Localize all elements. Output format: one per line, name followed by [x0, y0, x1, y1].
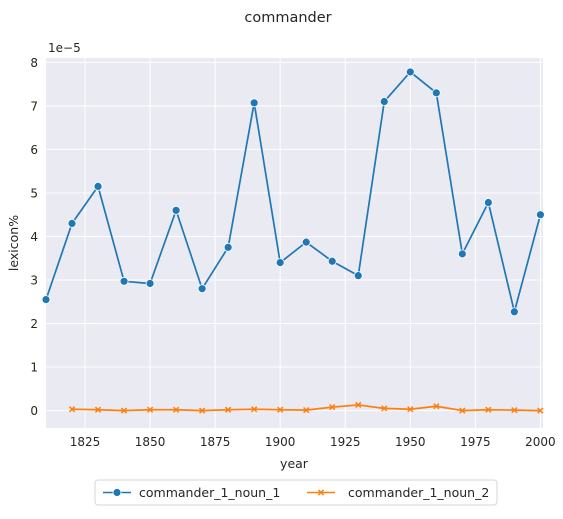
data-point [355, 401, 362, 409]
series-2 [68, 401, 544, 414]
data-point [172, 406, 180, 413]
y-tick-label: 8 [30, 56, 38, 70]
x-marker-stroke [303, 407, 310, 414]
y-axis-ticks: 0 1 2 3 4 5 6 7 8 [30, 56, 38, 418]
legend: commander_1_noun_1 commander_1_noun_2 [94, 479, 498, 506]
x-marker-stroke [68, 406, 76, 413]
x-marker-stroke [172, 406, 180, 413]
legend-item-series-2: commander_1_noun_2 [307, 485, 489, 500]
data-point [277, 406, 284, 413]
x-tick-label: 1900 [265, 435, 296, 449]
legend-box [94, 479, 498, 506]
data-point [198, 407, 206, 414]
legend-marker-series-2 [317, 489, 325, 496]
data-point [535, 210, 545, 220]
x-tick-label: 1825 [70, 435, 101, 449]
x-marker-stroke [146, 406, 154, 413]
x-marker-stroke [407, 406, 414, 413]
legend-label-series-1: commander_1_noun_1 [139, 485, 280, 500]
series-1 [41, 67, 545, 317]
data-point [251, 406, 258, 413]
data-point [41, 295, 51, 304]
y-axis-title: lexicon% [6, 215, 21, 271]
data-point [379, 97, 389, 106]
y-tick-label: 0 [30, 404, 38, 418]
x-marker-stroke [329, 403, 336, 411]
data-point [68, 406, 76, 413]
data-point [249, 98, 259, 108]
data-point [459, 407, 466, 414]
data-point [457, 249, 467, 259]
y-tick-label: 7 [30, 99, 38, 113]
x-marker-stroke [355, 401, 362, 409]
data-point [509, 307, 519, 317]
y-tick-label: 5 [30, 186, 38, 200]
data-point [225, 406, 232, 413]
x-marker-stroke [537, 407, 544, 414]
x-tick-label: 1875 [200, 435, 231, 449]
x-marker-stroke [485, 406, 492, 413]
legend-item-series-1: commander_1_noun_1 [103, 485, 280, 500]
data-point [433, 403, 440, 410]
y-tick-label: 2 [30, 317, 38, 331]
x-marker-stroke [120, 407, 128, 414]
data-point [327, 256, 337, 266]
data-point [303, 407, 310, 414]
data-point [67, 219, 77, 228]
data-point [171, 205, 181, 215]
y-tick-label: 4 [30, 230, 38, 244]
legend-marker-series-1 [112, 488, 122, 497]
x-tick-label: 2000 [525, 435, 556, 449]
legend-x-marker [317, 489, 325, 496]
data-point [301, 237, 311, 247]
chart-title: commander [244, 10, 331, 26]
data-point [145, 279, 155, 288]
x-axis-title: year [280, 456, 309, 471]
data-point [353, 271, 363, 281]
x-marker-stroke [94, 406, 102, 413]
data-point [275, 258, 285, 267]
x-marker-stroke [225, 406, 232, 413]
x-marker-stroke [277, 406, 284, 413]
x-tick-label: 1925 [330, 435, 361, 449]
x-marker-stroke [459, 407, 466, 414]
series-layer [41, 67, 545, 414]
x-tick-label: 1950 [395, 435, 426, 449]
data-point [537, 407, 544, 414]
y-scale-label: 1e−5 [48, 41, 81, 55]
x-tick-label: 1975 [460, 435, 491, 449]
x-axis-ticks: 1825 1850 1875 1900 1925 1950 1975 2000 [70, 435, 556, 449]
data-point [511, 407, 518, 414]
data-point [329, 403, 336, 411]
x-marker-stroke [381, 405, 388, 412]
data-point [431, 88, 441, 98]
x-marker-stroke [317, 489, 325, 496]
data-point [120, 407, 128, 414]
x-marker-stroke [251, 406, 258, 413]
data-point [197, 284, 207, 294]
data-point [119, 276, 129, 286]
y-tick-label: 6 [30, 143, 38, 157]
x-marker-stroke [511, 407, 518, 414]
data-point [381, 405, 388, 412]
data-point [405, 67, 415, 77]
data-point [483, 198, 493, 207]
y-tick-label: 3 [30, 274, 38, 288]
x-marker-stroke [433, 403, 440, 410]
y-tick-label: 1 [30, 361, 38, 375]
data-point [485, 406, 492, 413]
data-point [223, 242, 233, 252]
x-marker-stroke [198, 407, 206, 414]
x-tick-label: 1850 [135, 435, 166, 449]
data-point [94, 406, 102, 413]
data-point [93, 182, 103, 191]
data-point [407, 406, 414, 413]
data-point [146, 406, 154, 413]
legend-label-series-2: commander_1_noun_2 [348, 485, 489, 500]
